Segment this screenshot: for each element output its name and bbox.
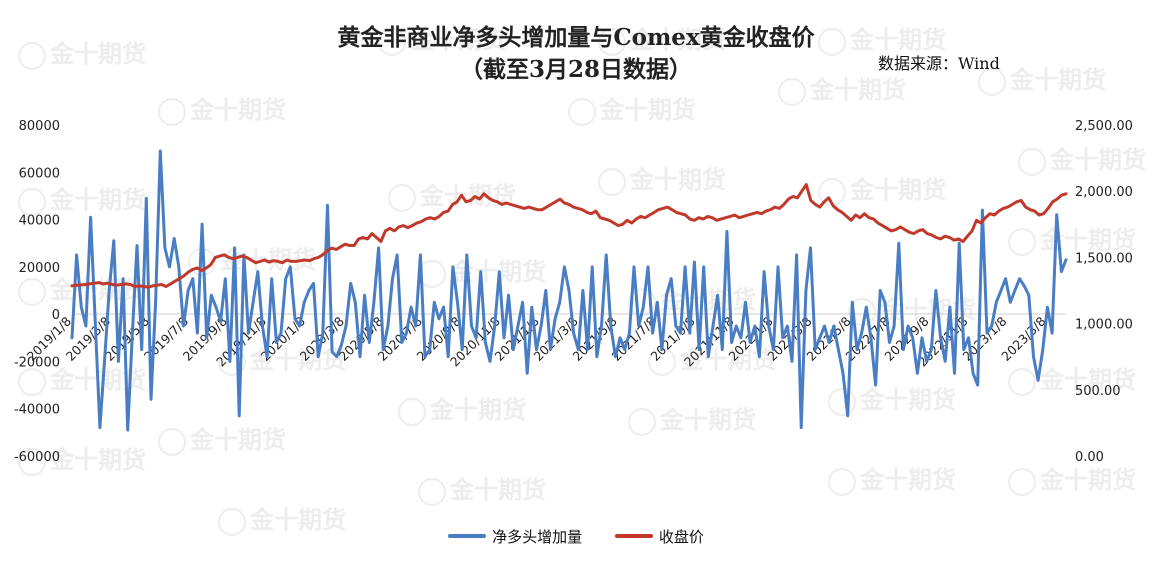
data-source-label: 数据来源：Wind xyxy=(878,54,1000,73)
watermark-logo-icon xyxy=(1018,148,1046,176)
watermark-logo-icon xyxy=(378,28,406,56)
watermark-text: 金十期货 xyxy=(409,26,506,54)
watermark-logo-icon xyxy=(1008,228,1036,256)
watermark-logo-icon xyxy=(1008,468,1036,496)
y-left-tick-label: 20000 xyxy=(19,261,60,276)
watermark-text: 金十期货 xyxy=(429,396,526,424)
watermark-logo-icon xyxy=(978,68,1006,96)
watermark-logo-icon xyxy=(218,508,246,536)
y-left-tick-label: 40000 xyxy=(19,214,60,229)
legend: 净多头增加量 收盘价 xyxy=(0,524,1152,547)
watermark-logo-icon xyxy=(598,168,626,196)
watermark-text: 金十期货 xyxy=(1039,366,1136,394)
watermark-logo-icon xyxy=(598,28,626,56)
watermark-logo-icon xyxy=(1008,368,1036,396)
legend-label-net-long: 净多头增加量 xyxy=(492,527,583,546)
watermark-text: 金十期货 xyxy=(189,96,286,124)
watermark-text: 金十期货 xyxy=(599,96,696,124)
watermark-text: 金十期货 xyxy=(1039,226,1136,254)
y-right-tick-label: 1,500.00 xyxy=(1075,251,1133,266)
watermark-text: 金十期货 xyxy=(849,26,946,54)
watermark-logo-icon xyxy=(18,448,46,476)
legend-swatch-red xyxy=(614,534,653,538)
watermark-logo-icon xyxy=(818,28,846,56)
y-right-tick-label: 0.00 xyxy=(1075,450,1104,465)
chart-title: 黄金非商业净多头增加量与Comex黄金收盘价 xyxy=(337,24,815,51)
y-left-tick-label: 80000 xyxy=(19,119,60,134)
watermark-logo-icon xyxy=(18,368,46,396)
legend-item-net-long: 净多头增加量 xyxy=(448,526,582,547)
watermark-logo-icon xyxy=(18,188,46,216)
watermark-logo-icon xyxy=(218,348,246,376)
legend-item-close-price: 收盘价 xyxy=(614,526,704,547)
watermark-logo-icon xyxy=(828,388,856,416)
y-right-tick-label: 2,000.00 xyxy=(1075,185,1133,200)
watermark-logo-icon xyxy=(158,98,186,126)
y-left-tick-label: -40000 xyxy=(14,403,60,418)
watermark-text: 金十期货 xyxy=(189,426,286,454)
watermark-text: 金十期货 xyxy=(49,276,146,304)
watermark-logo-icon xyxy=(18,42,46,70)
watermark-logo-icon xyxy=(398,398,426,426)
watermark-text: 金十期货 xyxy=(629,26,726,54)
y-right-tick-label: 500.00 xyxy=(1075,384,1121,399)
watermark-text: 金十期货 xyxy=(249,506,346,534)
watermark-text: 金十期货 xyxy=(809,76,906,104)
watermark-text: 金十期货 xyxy=(659,406,756,434)
watermark-text: 金十期货 xyxy=(859,386,956,414)
watermark-text: 金十期货 xyxy=(49,446,146,474)
y-left-tick-label: 0 xyxy=(52,308,60,323)
watermark-text: 金十期货 xyxy=(419,182,516,210)
chart-subtitle: （截至3月28日数据） xyxy=(459,56,692,83)
watermark-logo-icon xyxy=(418,478,446,506)
series-line-close-price xyxy=(70,183,1068,289)
watermark-logo-icon xyxy=(778,78,806,106)
watermark-text: 金十期货 xyxy=(49,40,146,68)
watermark-logo-icon xyxy=(158,428,186,456)
series-line-net-long-change xyxy=(70,149,1068,432)
watermark-text: 金十期货 xyxy=(449,476,546,504)
y-left-tick-label: -60000 xyxy=(14,450,60,465)
watermark-logo-icon xyxy=(568,98,596,126)
legend-label-close-price: 收盘价 xyxy=(658,527,704,546)
watermark-text: 金十期货 xyxy=(849,176,946,204)
watermark-text: 金十期货 xyxy=(859,466,956,494)
watermark-text: 金十期货 xyxy=(1009,66,1106,94)
watermark-text: 金十期货 xyxy=(629,166,726,194)
watermark-logo-icon xyxy=(18,278,46,306)
y-right-tick-label: 2,500.00 xyxy=(1075,119,1133,134)
watermark-logo-icon xyxy=(388,184,416,212)
watermark-logo-icon xyxy=(628,408,656,436)
legend-swatch-blue xyxy=(448,534,487,538)
y-right-tick-label: 1,000.00 xyxy=(1075,318,1133,333)
watermark-text: 金十期货 xyxy=(1049,146,1146,174)
watermark-text: 金十期货 xyxy=(49,186,146,214)
watermark-logo-icon xyxy=(828,468,856,496)
watermark-text: 金十期货 xyxy=(1039,466,1136,494)
y-left-tick-label: -20000 xyxy=(14,355,60,370)
y-left-tick-label: 60000 xyxy=(19,166,60,181)
